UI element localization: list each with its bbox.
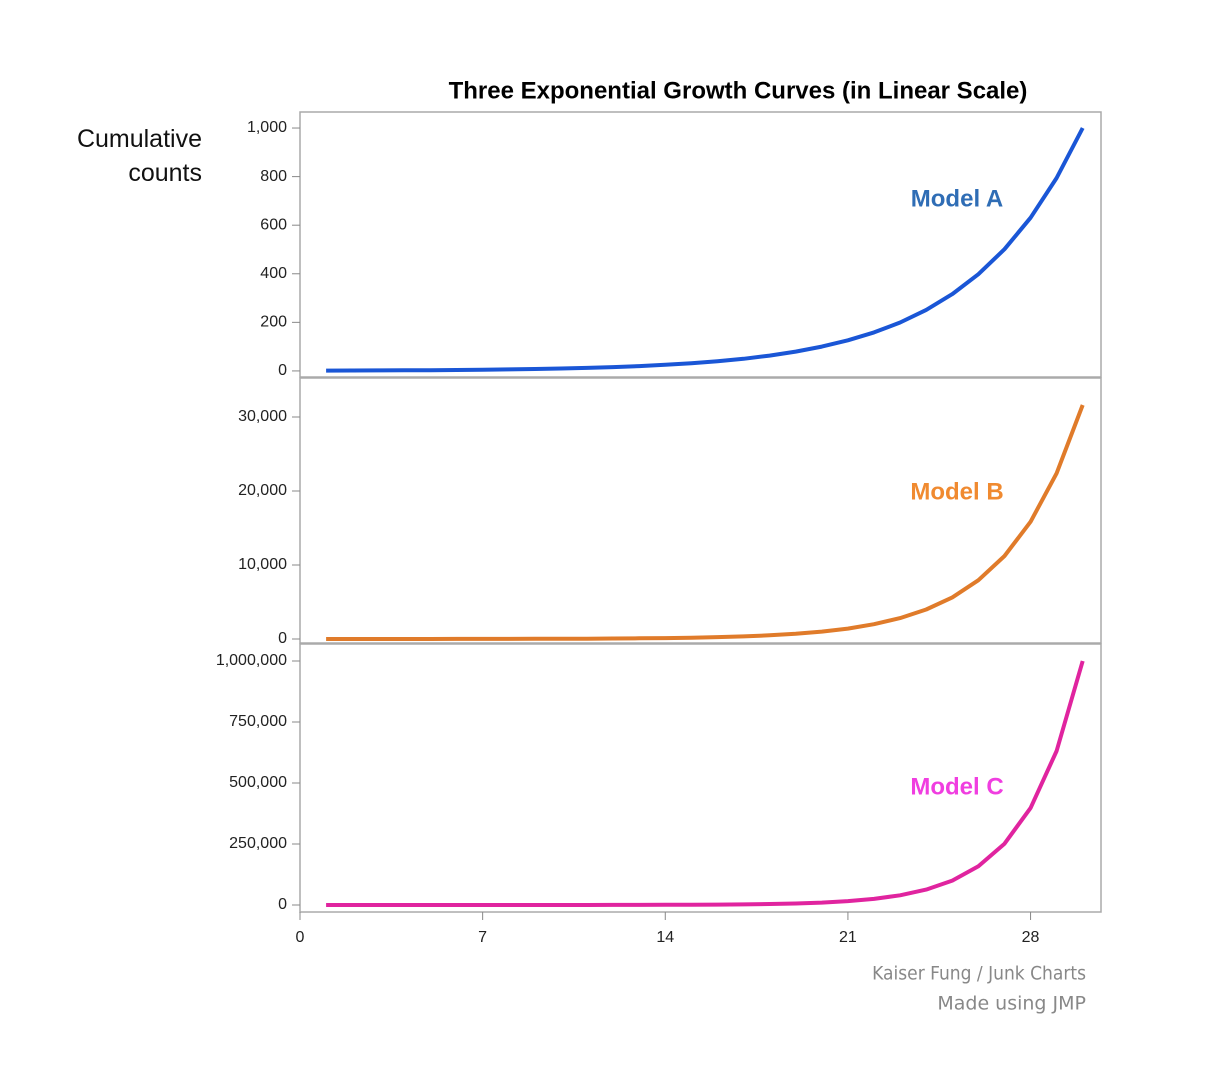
y-tick-label: 30,000 xyxy=(238,408,287,425)
credit: Kaiser Fung / Junk Charts xyxy=(872,963,1086,985)
y-tick-label: 750,000 xyxy=(229,713,287,730)
y-tick-label: 1,000 xyxy=(247,119,287,136)
series-line xyxy=(326,404,1085,641)
credit: Made using JMP xyxy=(937,993,1086,1015)
x-tick-label: 28 xyxy=(1022,929,1040,946)
plot-frame xyxy=(299,377,1102,644)
y-tick-label: 800 xyxy=(260,168,287,185)
plot-frame xyxy=(299,643,1102,913)
y-axis-label: Cumulative counts xyxy=(76,125,202,187)
x-tick-label: 7 xyxy=(478,929,487,946)
series-line xyxy=(326,127,1085,373)
y-tick-label: 20,000 xyxy=(238,482,287,499)
y-tick-label: 400 xyxy=(260,265,287,282)
y-tick-label: 250,000 xyxy=(229,835,287,852)
series-label: Model A xyxy=(911,185,1003,212)
y-label-box: Cumulative counts xyxy=(76,125,202,187)
y-tick-label: 0 xyxy=(278,896,287,913)
y-tick-label: 200 xyxy=(260,314,287,331)
series-line xyxy=(326,660,1085,907)
x-tick-label: 14 xyxy=(656,929,674,946)
y-tick-label: 1,000,000 xyxy=(216,652,287,669)
y-tick-label: 600 xyxy=(260,216,287,233)
x-tick-label: 0 xyxy=(296,929,305,946)
series-label: Model C xyxy=(910,773,1003,800)
series-label: Model B xyxy=(910,478,1003,505)
chart-title: Three Exponential Growth Curves (in Line… xyxy=(449,77,1028,104)
y-tick-label: 10,000 xyxy=(238,556,287,573)
plot-frame xyxy=(299,111,1102,378)
x-tick-label: 21 xyxy=(839,929,857,946)
y-tick-label: 0 xyxy=(278,630,287,647)
y-tick-label: 500,000 xyxy=(229,774,287,791)
y-tick-label: 0 xyxy=(278,362,287,379)
